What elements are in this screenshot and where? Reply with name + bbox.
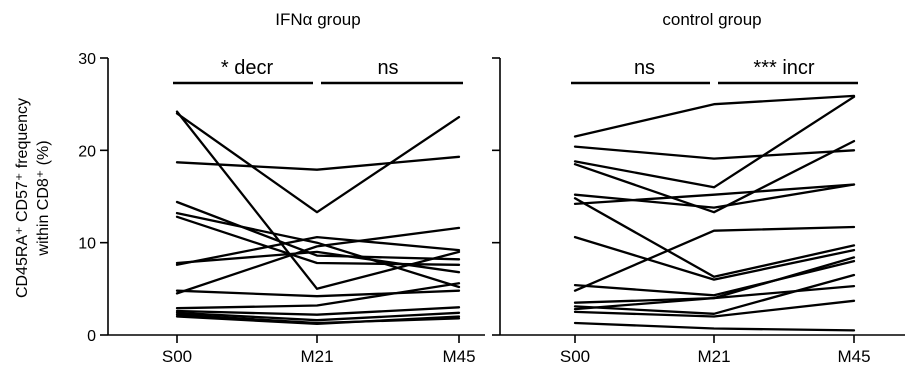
series-line	[175, 306, 461, 316]
significance-label: *** incr	[753, 57, 814, 79]
y-axis-label-line1: CD45RA⁺ CD57⁺ frequency	[14, 98, 31, 298]
series-line	[175, 226, 461, 295]
y-axis-label: CD45RA⁺ CD57⁺ frequency within CD8⁺ (%)	[14, 98, 52, 298]
series-line	[573, 273, 856, 315]
significance-ifn: * decr ns	[173, 57, 463, 85]
series-line	[175, 282, 461, 310]
panel-ifn: IFNα group CD45RA⁺ CD57⁺ frequency withi…	[14, 10, 485, 366]
y-tick-label: 0	[87, 328, 96, 345]
x-tick-label: M21	[697, 347, 730, 366]
series-line	[573, 94, 856, 138]
significance-label: ns	[634, 57, 655, 79]
y-tick-label: 10	[78, 236, 96, 253]
series-line	[573, 183, 856, 206]
series-line	[175, 235, 461, 266]
series-line	[175, 200, 461, 261]
series-line	[573, 321, 856, 332]
series-line	[573, 235, 856, 281]
y-tick-label: 20	[78, 143, 96, 160]
series-ifn	[175, 110, 461, 326]
axes-ifn: 0 10 20 30 S00 M21 M45	[78, 51, 485, 366]
series-line	[175, 250, 461, 274]
x-tick-label: S00	[162, 347, 192, 366]
axes-control: S00 M21 M45	[492, 57, 905, 366]
x-tick-label: S00	[560, 347, 590, 366]
series-line	[175, 112, 461, 214]
series-line	[573, 259, 856, 297]
significance-label: ns	[377, 57, 398, 79]
series-line	[175, 211, 461, 289]
series-line	[573, 225, 856, 292]
series-line	[175, 315, 461, 326]
y-axis-label-line2: within CD8⁺ (%)	[35, 140, 52, 256]
series-line	[175, 155, 461, 171]
series-line	[573, 197, 856, 278]
series-line	[175, 215, 461, 266]
series-line	[573, 284, 856, 311]
series-line	[175, 289, 461, 298]
y-tick-label: 30	[78, 51, 96, 68]
series-line	[573, 183, 856, 209]
panel-title-control: control group	[662, 10, 761, 29]
x-tick-label: M21	[300, 347, 333, 366]
series-line	[573, 95, 856, 189]
series-line	[573, 139, 856, 214]
panel-control: control group S00 M21 M45 ns *** incr	[492, 10, 905, 366]
significance-control: ns *** incr	[571, 57, 858, 85]
panel-title-ifn: IFNα group	[275, 10, 360, 29]
significance-label: * decr	[221, 57, 274, 79]
x-tick-label: M45	[837, 347, 870, 366]
x-tick-label: M45	[442, 347, 475, 366]
series-line	[573, 299, 856, 318]
series-line	[175, 311, 461, 322]
series-control	[573, 94, 856, 332]
series-line	[573, 145, 856, 160]
